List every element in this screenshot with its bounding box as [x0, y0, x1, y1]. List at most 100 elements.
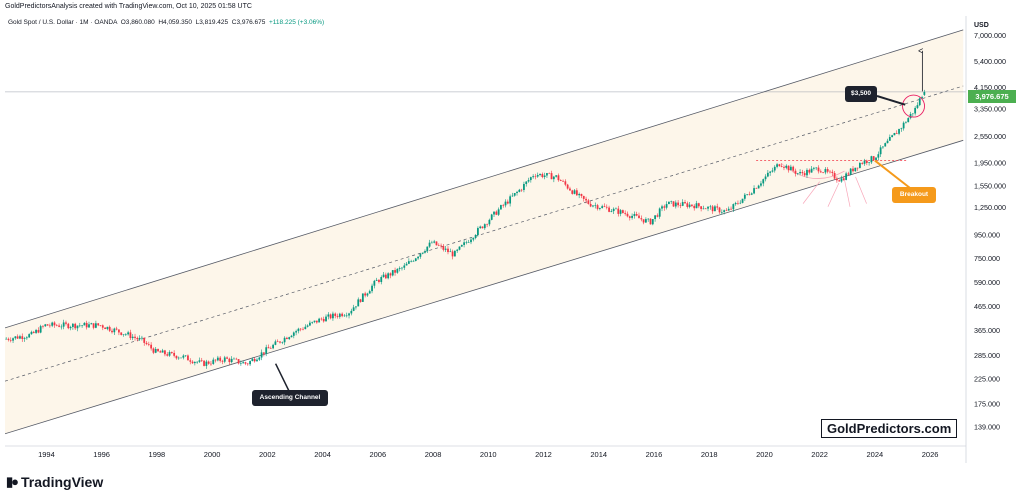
candle [677, 199, 680, 208]
candle [725, 208, 728, 211]
candle [387, 272, 390, 280]
candle [534, 173, 537, 180]
tradingview-logo[interactable]: ▮● TradingView [6, 474, 103, 490]
candle [838, 179, 841, 182]
candle [824, 167, 827, 175]
candle [773, 165, 776, 173]
candle [286, 336, 288, 340]
ohlc-high: H4,059.350 [158, 19, 192, 26]
candle [53, 321, 56, 328]
currency-label[interactable]: USD [974, 22, 989, 29]
candle [187, 354, 189, 361]
candle [380, 275, 383, 285]
time-tick-label: 2000 [204, 450, 221, 459]
candle [368, 289, 371, 294]
candle [164, 349, 166, 357]
candle [251, 357, 254, 362]
candle [842, 175, 845, 181]
candle [856, 167, 859, 171]
candle [529, 176, 532, 183]
candle [872, 156, 875, 161]
candle [83, 322, 86, 326]
candle [808, 168, 811, 175]
candle [836, 176, 838, 183]
candle [292, 331, 295, 339]
candle [626, 211, 629, 218]
candle [601, 204, 604, 209]
candle [332, 311, 334, 321]
candle [610, 209, 613, 213]
candle [389, 272, 392, 279]
level-3500-callout[interactable]: $3,500 [845, 86, 877, 102]
candle [269, 346, 272, 349]
candle [46, 324, 49, 326]
candle [810, 166, 813, 173]
candle [350, 308, 353, 316]
candle [309, 320, 311, 327]
ascending-channel-callout[interactable]: Ascending Channel [252, 390, 328, 406]
candle [902, 121, 905, 131]
candle [776, 162, 778, 169]
candle [154, 347, 157, 354]
candle [539, 173, 541, 177]
candle [743, 192, 746, 201]
candle [101, 324, 104, 331]
channel-lower-line [5, 139, 964, 435]
plot-area [5, 29, 966, 435]
candle [111, 328, 113, 334]
level-3500-circle [902, 94, 925, 118]
candle [829, 170, 831, 174]
candle [704, 207, 707, 210]
candle [191, 360, 194, 364]
candle [628, 215, 631, 221]
candle [256, 357, 258, 362]
candle [596, 203, 599, 211]
candle [817, 165, 820, 174]
candle [467, 239, 470, 243]
candle [106, 326, 109, 331]
candle [769, 170, 772, 176]
pattern-mark [827, 182, 840, 207]
candle [131, 334, 134, 341]
candle [849, 168, 852, 176]
breakout-callout[interactable]: Breakout [892, 187, 936, 203]
candle [99, 325, 102, 327]
candle [783, 166, 785, 171]
candle [67, 322, 70, 330]
candle [879, 145, 882, 157]
candle [104, 327, 107, 330]
candle [794, 168, 797, 177]
candle [877, 151, 880, 161]
candle [608, 205, 610, 213]
candle [276, 339, 279, 343]
candle [656, 213, 659, 218]
tradingview-wordmark: TradingView [21, 474, 104, 490]
candle [39, 324, 42, 334]
time-tick-label: 2004 [314, 450, 331, 459]
candle [357, 297, 360, 307]
candle [730, 206, 732, 211]
candle [748, 191, 751, 196]
candle [205, 359, 208, 369]
candle [42, 324, 44, 329]
price-tick-label: 225.000 [974, 374, 1000, 383]
candle [32, 330, 35, 334]
candle [359, 298, 362, 303]
price-tick-label: 139.000 [974, 423, 1000, 432]
candle [417, 255, 419, 260]
candle [145, 340, 148, 346]
candle [845, 171, 848, 181]
candle [262, 352, 265, 357]
candle [672, 201, 675, 207]
candle [923, 89, 926, 96]
time-tick-label: 2016 [646, 450, 663, 459]
time-axis: 1994 1996 1998 2000 2002 2004 2006 2008 2010 2012… [38, 450, 938, 459]
candle [799, 169, 801, 176]
time-tick-label: 1994 [38, 450, 55, 459]
breakout-pointer [874, 159, 911, 189]
time-tick-label: 1996 [93, 450, 110, 459]
candle [260, 349, 263, 361]
candle [566, 183, 569, 190]
candle [320, 317, 323, 321]
